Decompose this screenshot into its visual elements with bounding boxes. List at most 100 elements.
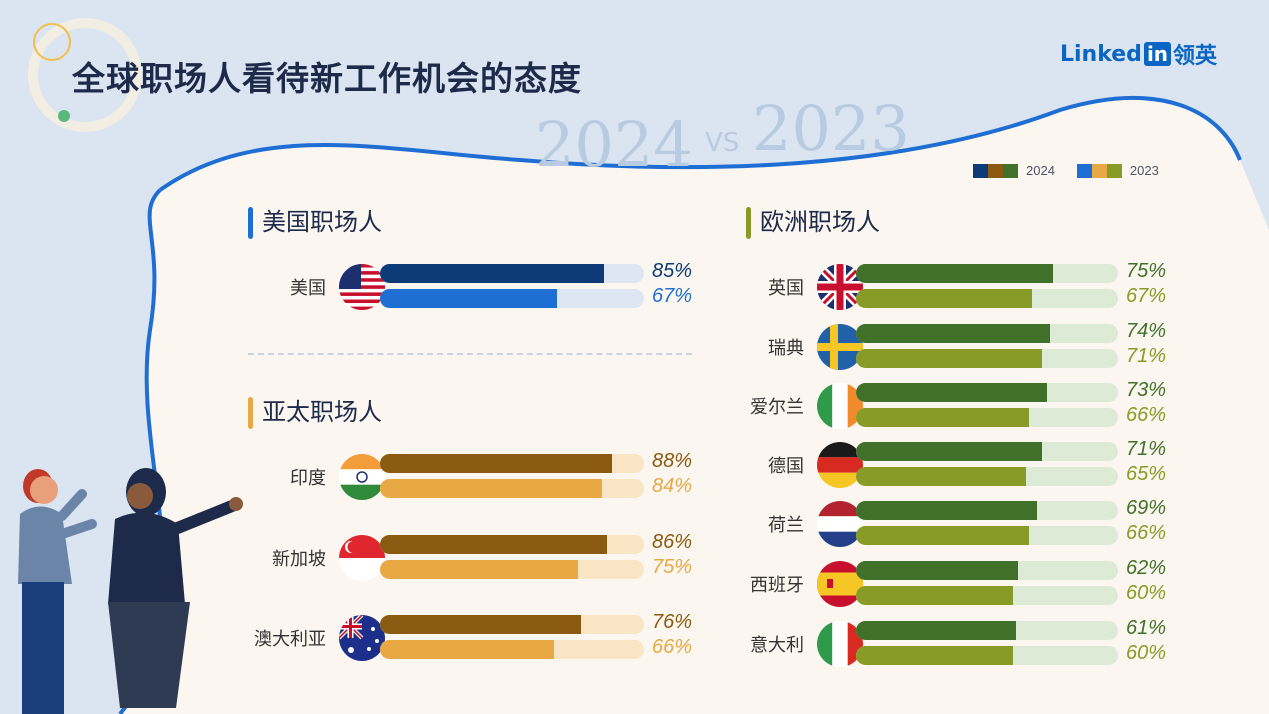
bar-2024 <box>856 621 1016 640</box>
data-label: 75% <box>652 556 693 578</box>
bar-2023 <box>856 586 1014 605</box>
bar-2024 <box>856 561 1019 580</box>
data-label: 61% <box>1126 617 1167 639</box>
bar-2024 <box>856 442 1043 461</box>
legend-swatch <box>988 163 1003 178</box>
bar-2024 <box>380 454 613 473</box>
bar-2023 <box>856 408 1029 427</box>
bar-2024 <box>856 324 1050 343</box>
country-label: 新加坡 <box>272 549 326 570</box>
country-label: 英国 <box>768 278 804 299</box>
bar-2023 <box>380 640 555 659</box>
country-label: 意大利 <box>750 635 804 656</box>
flag-sg-icon <box>339 535 385 581</box>
section-title-text: 欧洲职场人 <box>760 208 880 236</box>
flag-in-icon <box>339 454 385 500</box>
section-title: 欧洲职场人 <box>746 207 880 239</box>
bar-2024 <box>856 264 1053 283</box>
people-illustration <box>18 468 243 714</box>
bar-track <box>856 324 1118 343</box>
data-label: 66% <box>1126 522 1167 544</box>
legend-swatch <box>1091 163 1107 178</box>
bar-track <box>380 264 644 283</box>
flag-au-icon <box>339 615 385 661</box>
country-label: 荷兰 <box>768 515 804 536</box>
data-label: 71% <box>1126 438 1167 460</box>
bar-2024 <box>856 501 1037 520</box>
data-label: 60% <box>1126 582 1167 604</box>
country-label: 美国 <box>290 278 326 299</box>
country-label: 印度 <box>290 468 326 489</box>
bar-track <box>856 501 1118 520</box>
bar-track <box>380 454 644 473</box>
bar-track <box>856 586 1118 605</box>
legend-label-2024: 2024 <box>1026 163 1055 178</box>
data-label: 74% <box>1126 320 1167 342</box>
flag-se-icon <box>817 324 863 370</box>
vs-label: VS <box>705 128 740 158</box>
bar-2023 <box>380 289 557 308</box>
bar-2023 <box>856 526 1029 545</box>
year-2024-heading: 2024 <box>535 108 693 181</box>
data-label: 88% <box>652 450 693 472</box>
data-label: 86% <box>652 531 693 553</box>
data-label: 71% <box>1126 345 1167 367</box>
country-label: 德国 <box>768 456 804 477</box>
bar-2023 <box>380 560 578 579</box>
bar-track <box>856 442 1118 461</box>
flag-es-icon <box>817 561 863 607</box>
country-label: 澳大利亚 <box>254 629 326 650</box>
data-label: 67% <box>1126 285 1167 307</box>
section-accent-bar <box>746 207 751 239</box>
legend: 2024 2023 <box>973 163 1181 178</box>
country-label: 瑞典 <box>768 338 804 359</box>
data-label: 75% <box>1126 260 1167 282</box>
data-label: 60% <box>1126 642 1167 664</box>
bar-track <box>856 383 1118 402</box>
bar-track <box>380 535 644 554</box>
section-accent-bar <box>248 207 253 239</box>
bar-track <box>856 526 1118 545</box>
legend-swatch <box>1076 163 1092 178</box>
section-title: 美国职场人 <box>248 207 382 239</box>
bar-track <box>856 646 1118 665</box>
legend-swatch <box>1106 163 1122 178</box>
bar-2024 <box>380 615 581 634</box>
flag-us-icon <box>339 264 385 310</box>
bar-track <box>856 408 1118 427</box>
bar-track <box>856 467 1118 486</box>
bar-track <box>380 615 644 634</box>
bar-2024 <box>380 535 608 554</box>
legend-label-2023: 2023 <box>1129 163 1159 178</box>
data-label: 66% <box>652 636 693 658</box>
bar-track <box>856 561 1118 580</box>
page-title: 全球职场人看待新工作机会的态度 <box>72 59 582 98</box>
legend-swatch <box>973 163 988 178</box>
data-label: 69% <box>1126 497 1167 519</box>
data-label: 73% <box>1126 379 1167 401</box>
bar-track <box>856 349 1118 368</box>
linkedin-logo: Linked in 领英 <box>1060 41 1218 70</box>
data-label: 62% <box>1126 557 1167 579</box>
year-2023-heading: 2023 <box>752 92 910 165</box>
legend-swatch <box>1003 163 1018 178</box>
country-label: 西班牙 <box>750 575 804 596</box>
section-title-text: 亚太职场人 <box>262 398 382 426</box>
bar-2023 <box>856 646 1014 665</box>
bar-2023 <box>856 467 1027 486</box>
section-divider <box>248 353 692 355</box>
bar-track <box>856 289 1118 308</box>
bar-track <box>380 479 644 498</box>
flag-nl-icon <box>817 501 863 547</box>
section-accent-bar <box>248 397 253 429</box>
bar-track <box>856 621 1118 640</box>
section-title: 亚太职场人 <box>248 397 382 429</box>
data-label: 76% <box>652 611 693 633</box>
bar-2023 <box>856 289 1032 308</box>
data-label: 84% <box>652 475 693 497</box>
bar-track <box>856 264 1118 283</box>
bar-track <box>380 560 644 579</box>
bar-track <box>380 640 644 659</box>
bar-2023 <box>856 349 1043 368</box>
bar-2024 <box>856 383 1048 402</box>
